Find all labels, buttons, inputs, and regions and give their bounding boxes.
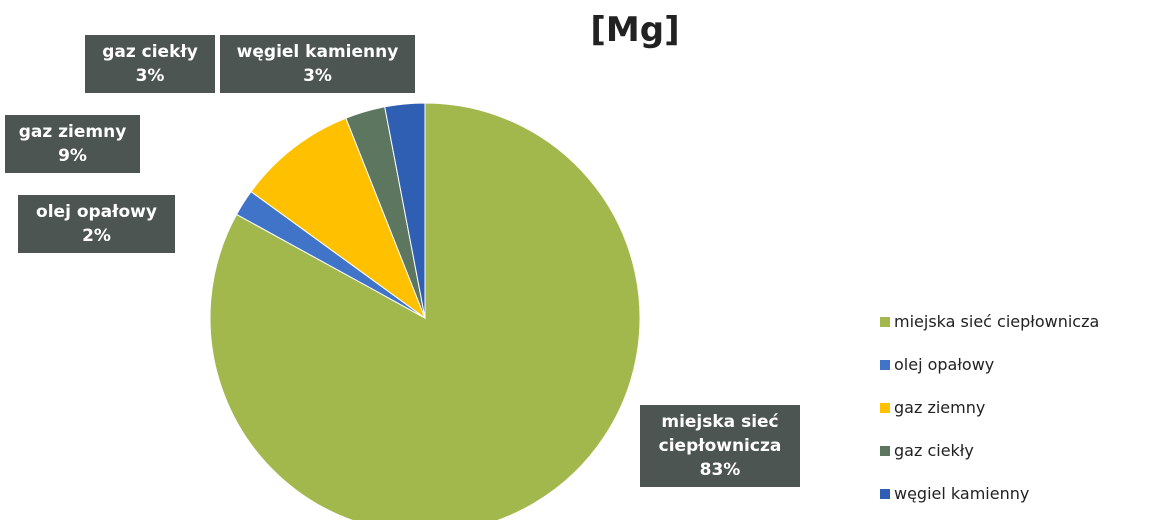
data-label-value: 83% bbox=[699, 460, 741, 480]
data-label-value: 2% bbox=[82, 226, 111, 246]
legend-label: gaz ziemny bbox=[894, 398, 986, 417]
data-label-value: 9% bbox=[58, 146, 87, 166]
data-label-value: 3% bbox=[303, 66, 332, 86]
legend-item: węgiel kamienny bbox=[880, 484, 1029, 503]
legend-item: olej opałowy bbox=[880, 355, 994, 374]
chart-title: [Mg] bbox=[590, 10, 680, 50]
legend-item: gaz ciekły bbox=[880, 441, 974, 460]
legend-swatch bbox=[880, 402, 890, 413]
legend-item: gaz ziemny bbox=[880, 398, 985, 417]
data-label-value: 3% bbox=[135, 66, 165, 86]
data-label: olej opałowy 2% bbox=[18, 195, 175, 253]
legend-label: węgiel kamienny bbox=[894, 484, 1030, 503]
data-label: gaz ciekły 3% bbox=[85, 35, 215, 93]
legend-label: olej opałowy bbox=[894, 355, 995, 374]
data-label: węgiel kamienny 3% bbox=[220, 35, 415, 93]
legend-swatch bbox=[880, 445, 890, 456]
data-label-name: olej opałowy bbox=[36, 202, 157, 222]
legend-swatch bbox=[880, 316, 890, 327]
legend-label: miejska sieć ciepłownicza bbox=[894, 312, 1100, 331]
data-label-name: gaz ciekły bbox=[102, 42, 198, 62]
data-label-name: węgiel kamienny bbox=[236, 42, 399, 62]
pie-slice bbox=[209, 102, 641, 520]
legend-swatch bbox=[880, 488, 890, 499]
legend-swatch bbox=[880, 359, 890, 370]
data-label: miejska sieć ciepłownicza 83% bbox=[640, 405, 800, 487]
pie-slice bbox=[250, 117, 427, 320]
legend-item: miejska sieć ciepłownicza bbox=[880, 312, 1099, 331]
pie-slice bbox=[384, 102, 426, 319]
data-label: gaz ziemny 9% bbox=[5, 115, 140, 173]
legend-label: gaz ciekły bbox=[894, 441, 974, 460]
data-label-name: gaz ziemny bbox=[18, 122, 127, 142]
data-label-name: miejska sieć ciepłownicza bbox=[658, 412, 782, 456]
